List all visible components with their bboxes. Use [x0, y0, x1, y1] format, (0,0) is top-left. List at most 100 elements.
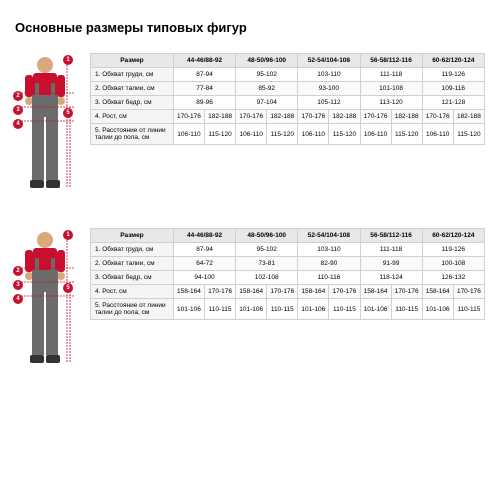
- cell-value: 101-106: [298, 299, 329, 320]
- measurement-marker: 3: [13, 105, 23, 115]
- row-label: 2. Обхват талии, см: [91, 257, 174, 271]
- cell-value: 170-176: [267, 285, 298, 299]
- cell-value: 64-72: [173, 257, 235, 271]
- cell-value: 182-188: [453, 110, 484, 124]
- size-column: 48-50/96-100: [236, 229, 298, 243]
- measurement-marker: 4: [13, 294, 23, 304]
- cell-value: 106-110: [360, 124, 391, 145]
- cell-value: 182-188: [205, 110, 236, 124]
- cell-value: 182-188: [267, 110, 298, 124]
- cell-value: 93-100: [298, 82, 360, 96]
- cell-value: 170-176: [236, 110, 267, 124]
- row-label: 2. Обхват талии, см: [91, 82, 174, 96]
- measurement-marker: 5: [63, 108, 73, 118]
- size-column: 44-46/88-92: [173, 229, 235, 243]
- cell-value: 170-176: [453, 285, 484, 299]
- cell-value: 119-126: [422, 68, 484, 82]
- cell-value: 87-94: [173, 243, 235, 257]
- cell-value: 97-104: [236, 96, 298, 110]
- cell-value: 115-120: [329, 124, 360, 145]
- measurement-marker: 3: [13, 280, 23, 290]
- cell-value: 106-110: [173, 124, 204, 145]
- size-header: Размер: [91, 54, 174, 68]
- cell-value: 103-110: [298, 68, 360, 82]
- cell-value: 106-110: [236, 124, 267, 145]
- cell-value: 77-84: [173, 82, 235, 96]
- table-wrap: Размер44-46/88-9248-50/96-10052-54/104-1…: [90, 228, 485, 378]
- row-label: 4. Рост, см: [91, 285, 174, 299]
- measurement-marker: 1: [63, 55, 73, 65]
- cell-value: 110-115: [267, 299, 298, 320]
- cell-value: 126-132: [422, 271, 484, 285]
- cell-value: 170-176: [329, 285, 360, 299]
- cell-value: 101-106: [173, 299, 204, 320]
- size-table: Размер44-46/88-9248-50/96-10052-54/104-1…: [90, 53, 485, 145]
- cell-value: 101-106: [422, 299, 453, 320]
- size-table: Размер44-46/88-9248-50/96-10052-54/104-1…: [90, 228, 485, 320]
- cell-value: 111-118: [360, 243, 422, 257]
- row-label: 1. Обхват груди, см: [91, 68, 174, 82]
- cell-value: 115-120: [205, 124, 236, 145]
- cell-value: 111-118: [360, 68, 422, 82]
- cell-value: 119-126: [422, 243, 484, 257]
- table-wrap: Размер44-46/88-9248-50/96-10052-54/104-1…: [90, 53, 485, 203]
- row-label: 4. Рост, см: [91, 110, 174, 124]
- cell-value: 89-96: [173, 96, 235, 110]
- cell-value: 109-116: [422, 82, 484, 96]
- size-column: 56-58/112-116: [360, 229, 422, 243]
- cell-value: 158-164: [173, 285, 204, 299]
- cell-value: 106-110: [298, 124, 329, 145]
- size-column: 48-50/96-100: [236, 54, 298, 68]
- size-section: 12345Размер44-46/88-9248-50/96-10052-54/…: [15, 53, 485, 203]
- cell-value: 158-164: [236, 285, 267, 299]
- cell-value: 110-115: [329, 299, 360, 320]
- figure-illustration: 12345: [15, 53, 80, 203]
- measurement-marker: 2: [13, 266, 23, 276]
- cell-value: 103-110: [298, 243, 360, 257]
- size-column: 56-58/112-116: [360, 54, 422, 68]
- measurement-marker: 4: [13, 119, 23, 129]
- cell-value: 182-188: [329, 110, 360, 124]
- cell-value: 170-176: [422, 110, 453, 124]
- row-label: 5. Расстояние от линии талии до пола, см: [91, 299, 174, 320]
- page-title: Основные размеры типовых фигур: [15, 20, 485, 35]
- cell-value: 182-188: [391, 110, 422, 124]
- cell-value: 115-120: [453, 124, 484, 145]
- cell-value: 170-176: [205, 285, 236, 299]
- cell-value: 100-108: [422, 257, 484, 271]
- cell-value: 95-102: [236, 68, 298, 82]
- cell-value: 170-176: [173, 110, 204, 124]
- row-label: 3. Обхват бедр, см: [91, 96, 174, 110]
- cell-value: 105-112: [298, 96, 360, 110]
- cell-value: 85-92: [236, 82, 298, 96]
- row-label: 1. Обхват груди, см: [91, 243, 174, 257]
- cell-value: 110-115: [453, 299, 484, 320]
- cell-value: 158-164: [298, 285, 329, 299]
- size-column: 52-54/104-108: [298, 54, 360, 68]
- cell-value: 170-176: [298, 110, 329, 124]
- row-label: 5. Расстояние от линии талии до пола, см: [91, 124, 174, 145]
- cell-value: 94-100: [173, 271, 235, 285]
- size-column: 52-54/104-108: [298, 229, 360, 243]
- cell-value: 102-108: [236, 271, 298, 285]
- cell-value: 87-94: [173, 68, 235, 82]
- size-column: 60-62/120-124: [422, 229, 484, 243]
- cell-value: 101-108: [360, 82, 422, 96]
- cell-value: 91-99: [360, 257, 422, 271]
- cell-value: 158-164: [422, 285, 453, 299]
- cell-value: 115-120: [391, 124, 422, 145]
- cell-value: 158-164: [360, 285, 391, 299]
- size-column: 44-46/88-92: [173, 54, 235, 68]
- cell-value: 95-102: [236, 243, 298, 257]
- cell-value: 113-120: [360, 96, 422, 110]
- size-header: Размер: [91, 229, 174, 243]
- measurement-marker: 1: [63, 230, 73, 240]
- cell-value: 170-176: [391, 285, 422, 299]
- cell-value: 110-116: [298, 271, 360, 285]
- cell-value: 115-120: [267, 124, 298, 145]
- cell-value: 101-106: [360, 299, 391, 320]
- cell-value: 170-176: [360, 110, 391, 124]
- measurement-marker: 5: [63, 283, 73, 293]
- figure-illustration: 1 2 3 4 5: [15, 228, 80, 378]
- cell-value: 121-128: [422, 96, 484, 110]
